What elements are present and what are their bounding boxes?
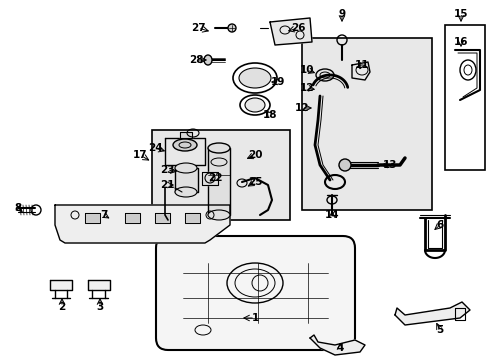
Text: 8: 8: [14, 203, 21, 213]
Polygon shape: [394, 302, 469, 325]
Text: 16: 16: [453, 37, 468, 47]
Text: 9: 9: [338, 9, 345, 19]
Polygon shape: [50, 280, 72, 290]
Text: 28: 28: [188, 55, 203, 65]
Text: 12: 12: [294, 103, 308, 113]
Polygon shape: [351, 62, 369, 80]
Ellipse shape: [227, 24, 236, 32]
FancyBboxPatch shape: [156, 236, 354, 350]
Polygon shape: [180, 132, 192, 138]
Text: 26: 26: [290, 23, 305, 33]
Text: 22: 22: [207, 173, 222, 183]
Polygon shape: [125, 213, 140, 223]
Polygon shape: [88, 280, 110, 290]
Ellipse shape: [207, 210, 229, 220]
Text: 5: 5: [435, 325, 443, 335]
Ellipse shape: [207, 143, 229, 153]
Polygon shape: [269, 18, 311, 45]
Text: 23: 23: [160, 165, 174, 175]
Text: 6: 6: [435, 220, 443, 230]
Text: 4: 4: [336, 343, 343, 353]
Text: 1: 1: [251, 313, 258, 323]
Text: 15: 15: [453, 9, 468, 19]
Text: 21: 21: [160, 180, 174, 190]
Text: 17: 17: [132, 150, 147, 160]
Text: 24: 24: [147, 143, 162, 153]
Ellipse shape: [175, 163, 197, 173]
Text: 2: 2: [58, 302, 65, 312]
Polygon shape: [55, 205, 229, 243]
Text: 14: 14: [324, 210, 339, 220]
Text: 12: 12: [299, 83, 314, 93]
Polygon shape: [184, 213, 200, 223]
Text: 27: 27: [190, 23, 205, 33]
Text: 11: 11: [354, 60, 368, 70]
Text: 20: 20: [247, 150, 262, 160]
Ellipse shape: [203, 55, 212, 65]
Ellipse shape: [239, 68, 270, 88]
Polygon shape: [175, 168, 198, 192]
Polygon shape: [207, 148, 229, 215]
Text: 3: 3: [96, 302, 103, 312]
Text: 19: 19: [270, 77, 285, 87]
Polygon shape: [309, 335, 364, 355]
Ellipse shape: [173, 139, 197, 151]
Polygon shape: [85, 213, 100, 223]
Bar: [444, 25, 484, 170]
Bar: [302, 38, 431, 210]
Bar: [152, 130, 289, 220]
Polygon shape: [202, 172, 218, 185]
Text: 10: 10: [299, 65, 314, 75]
Text: 25: 25: [247, 177, 262, 187]
Ellipse shape: [338, 159, 350, 171]
Text: 13: 13: [382, 160, 396, 170]
Polygon shape: [155, 213, 170, 223]
Text: 18: 18: [262, 110, 277, 120]
Text: 7: 7: [100, 210, 107, 220]
Polygon shape: [164, 138, 204, 165]
Ellipse shape: [244, 98, 264, 112]
Ellipse shape: [175, 187, 197, 197]
